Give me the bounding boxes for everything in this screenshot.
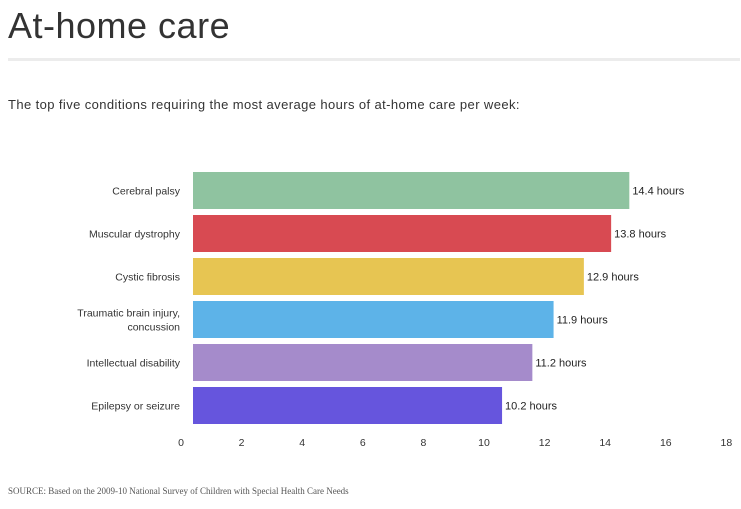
x-tick-label-10: 18 — [721, 437, 733, 449]
value-label-3: 12.9 hours — [587, 272, 639, 284]
x-tick-label-2: 2 — [239, 437, 245, 449]
page-title: At-home care — [8, 5, 231, 46]
chart-subtitle: The top five conditions requiring the mo… — [8, 97, 520, 112]
category-label-1: Cerebral palsy — [112, 186, 180, 198]
category-label-5: Intellectual disability — [87, 358, 181, 370]
bar-6 — [193, 387, 503, 424]
x-tick-label-3: 4 — [299, 437, 305, 449]
x-axis-ticks: 0 2 4 6 8 10 12 14 16 18 — [178, 437, 732, 449]
value-label-2: 13.8 hours — [614, 229, 666, 241]
category-labels: Cerebral palsy Muscular dystrophy Cystic f… — [77, 186, 180, 413]
category-label-3: Cystic fibrosis — [115, 272, 180, 284]
value-label-4: 11.9 hours — [557, 315, 609, 327]
source-note: SOURCE: Based on the 2009-10 National Su… — [8, 486, 349, 496]
bar-3 — [193, 258, 584, 295]
category-label-4: Traumatic brain injury, concussion — [77, 308, 180, 334]
x-tick-label-7: 12 — [539, 437, 551, 449]
x-tick-label-9: 16 — [660, 437, 672, 449]
bar-5 — [193, 344, 533, 381]
x-tick-label-6: 10 — [478, 437, 490, 449]
bars — [193, 172, 630, 424]
x-tick-label-1: 0 — [178, 437, 184, 449]
value-label-5: 11.2 hours — [535, 358, 587, 370]
value-labels: 14.4 hours 13.8 hours 12.9 hours 11.9 hours… — [505, 186, 685, 413]
category-label-6: Epilepsy or seizure — [91, 401, 180, 413]
bar-4 — [193, 301, 554, 338]
x-tick-label-5: 8 — [420, 437, 426, 449]
title-divider — [8, 58, 740, 61]
value-label-6: 10.2 hours — [505, 401, 557, 413]
value-label-1: 14.4 hours — [632, 186, 684, 198]
bar-1 — [193, 172, 630, 209]
bar-2 — [193, 215, 612, 252]
bar-chart: Cerebral palsy Muscular dystrophy Cystic f… — [77, 172, 732, 449]
x-tick-label-4: 6 — [360, 437, 366, 449]
x-tick-label-8: 14 — [599, 437, 611, 449]
category-label-2: Muscular dystrophy — [89, 229, 181, 241]
